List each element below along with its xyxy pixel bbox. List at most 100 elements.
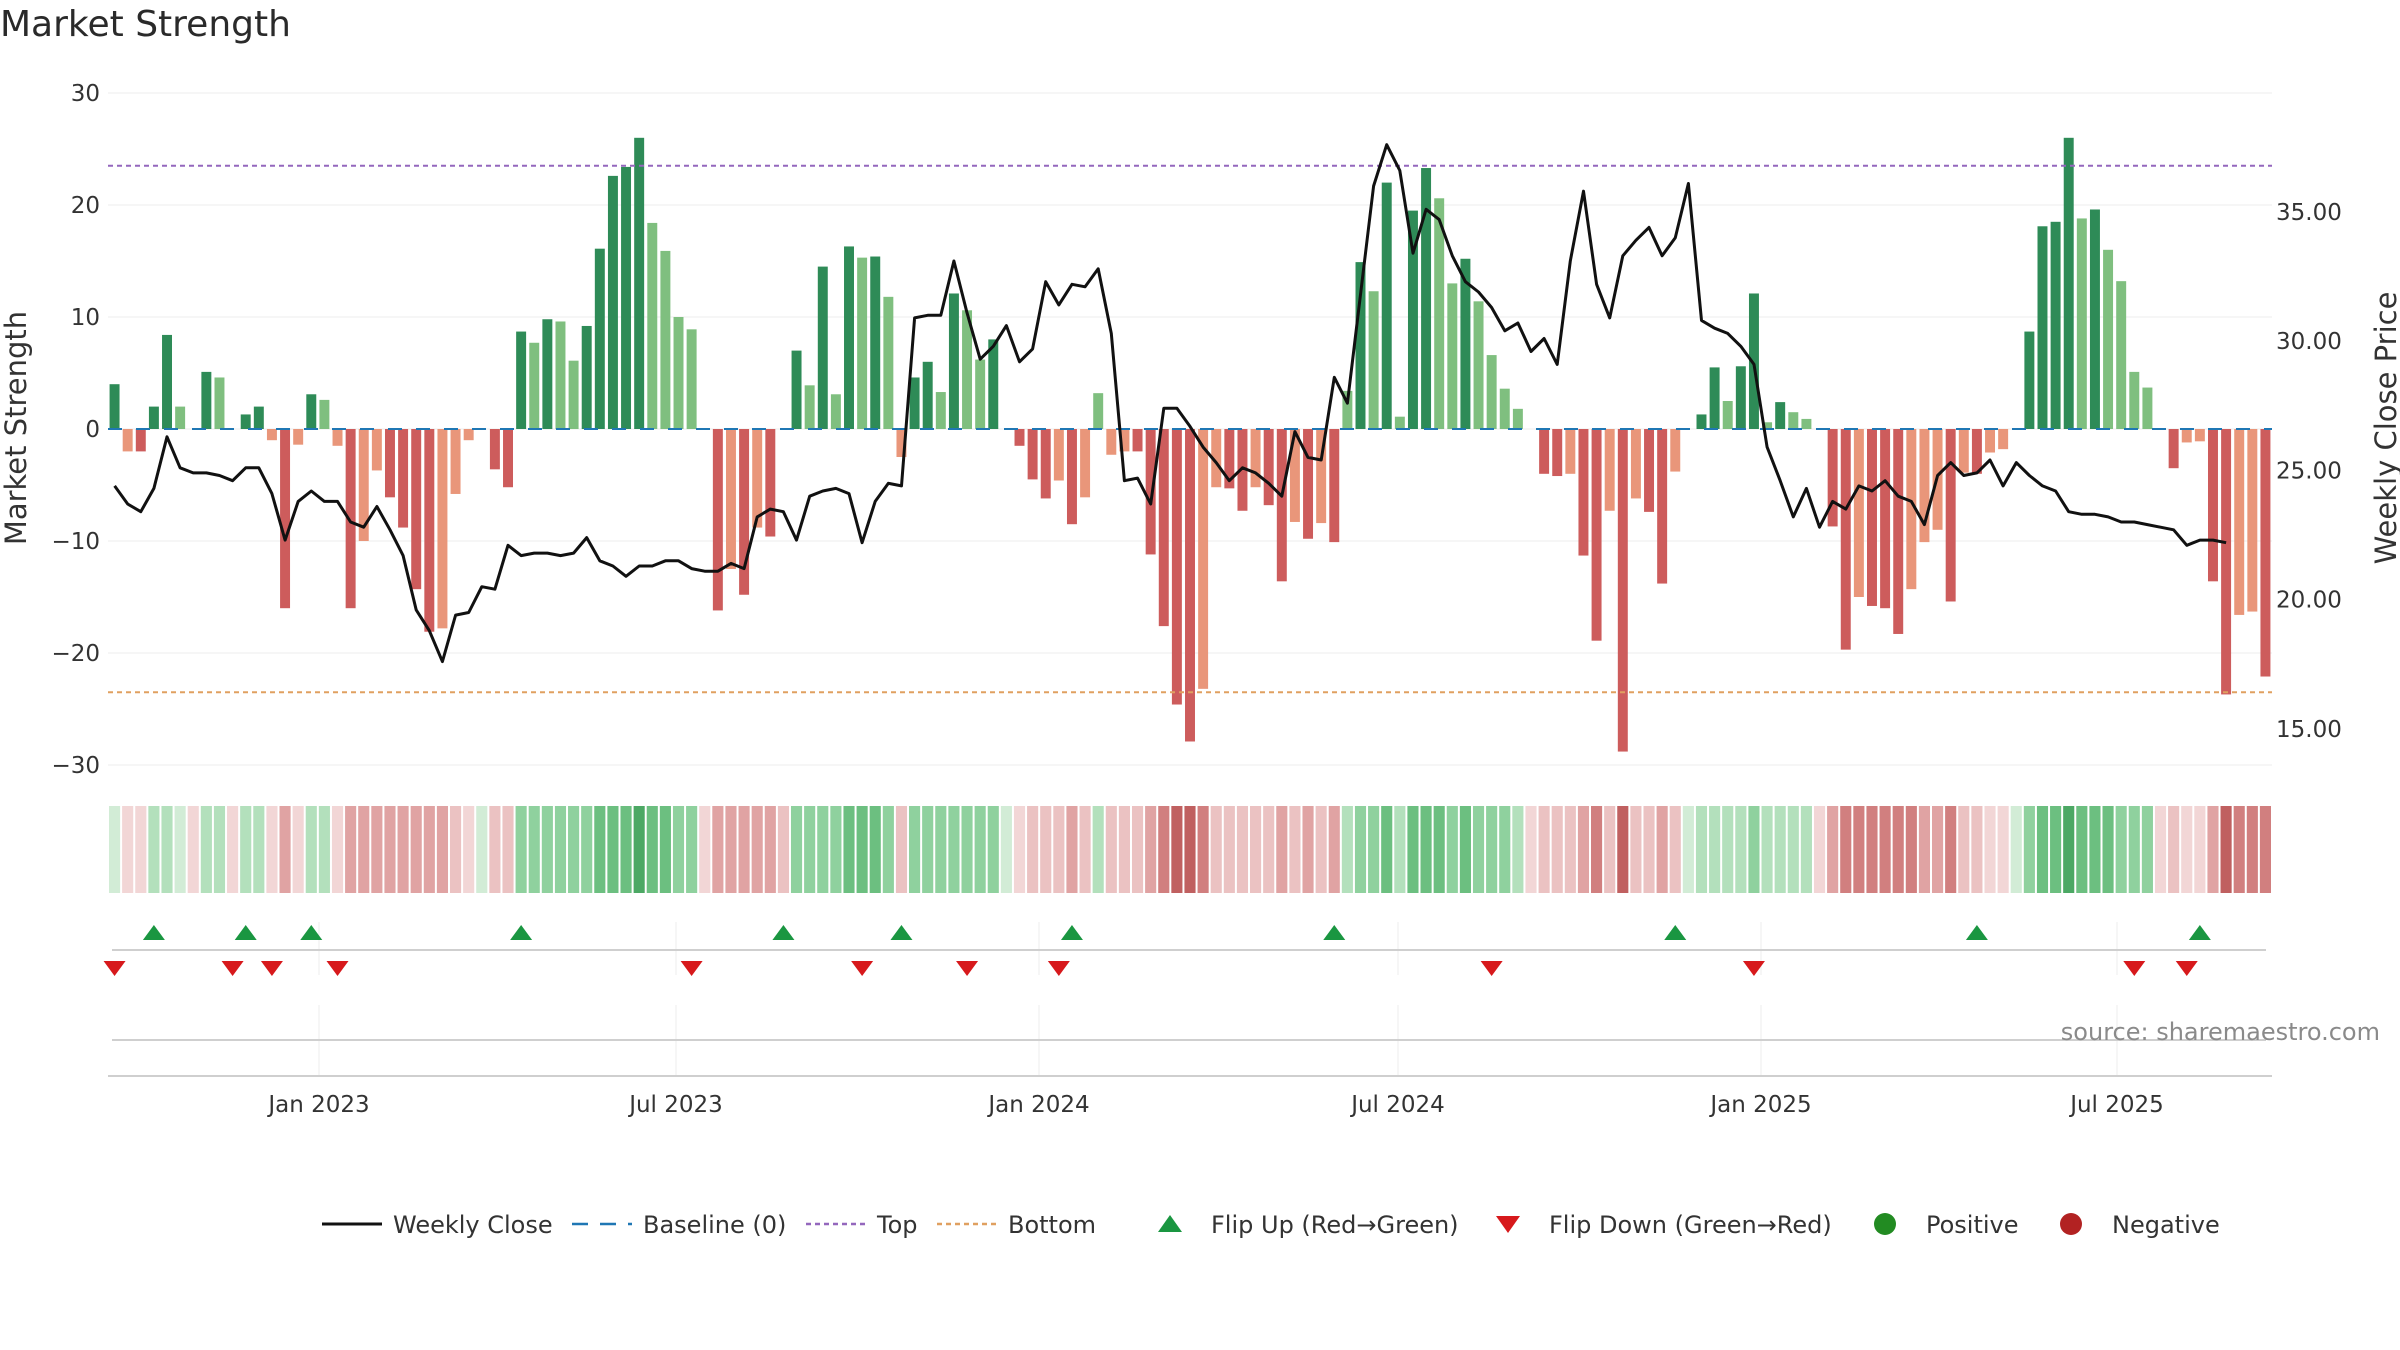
strength-bar	[424, 429, 435, 632]
x-tick-label: Jan 2024	[986, 1092, 1089, 1118]
heat-cell	[1918, 806, 1931, 893]
strength-bar	[1316, 429, 1327, 524]
strength-bar	[1224, 429, 1235, 489]
strength-bar	[1263, 429, 1274, 506]
strength-bar	[319, 399, 330, 429]
heat-cell	[672, 806, 685, 893]
y2-tick-label: 35.00	[2276, 200, 2342, 226]
heat-cell	[1013, 806, 1026, 893]
strength-bar	[1250, 429, 1261, 488]
strength-bar	[1748, 293, 1759, 429]
heat-cell	[2076, 806, 2088, 893]
heat-cell	[2220, 806, 2232, 893]
y2-tick-label: 25.00	[2276, 458, 2342, 484]
strength-bar	[1132, 429, 1143, 452]
strength-bar	[1945, 429, 1956, 602]
strength-bar	[122, 429, 133, 452]
strength-bar	[1329, 429, 1340, 543]
weekly-close-line	[113, 143, 2227, 664]
heat-cell	[1709, 806, 1721, 893]
strength-bar	[1906, 429, 1917, 590]
strength-bar	[660, 250, 671, 429]
strength-bar	[647, 222, 658, 429]
strength-bar	[1709, 367, 1720, 429]
heat-cell	[1302, 806, 1314, 893]
y-tick-label: −20	[51, 641, 100, 667]
strength-bar	[673, 317, 684, 429]
heat-cell	[1394, 806, 1406, 893]
heat-cell	[161, 806, 173, 893]
heat-cell	[2233, 806, 2245, 893]
heat-cell	[738, 806, 750, 893]
strength-bar	[1119, 429, 1130, 452]
heat-cell	[1800, 806, 1812, 893]
strength-bar	[411, 429, 422, 590]
heat-cell	[1499, 806, 1511, 893]
strength-bar	[988, 339, 999, 429]
strength-bar	[1185, 429, 1195, 742]
strength-bar	[1355, 262, 1366, 429]
heat-cell	[148, 806, 160, 893]
strength-bar	[1473, 301, 1484, 429]
heat-cell	[1748, 806, 1760, 893]
strength-bar	[1775, 402, 1786, 429]
heat-cell	[948, 806, 960, 893]
strength-bar	[1735, 366, 1746, 429]
heat-cell	[935, 806, 947, 893]
heat-cell	[1958, 806, 1970, 893]
flip-down-marker	[680, 961, 703, 976]
legend: Weekly Close Baseline (0) Top Bottom Flip Up…	[322, 1211, 2220, 1239]
strength-bar	[1919, 429, 1930, 543]
strength-bar	[1053, 429, 1064, 481]
strength-bar	[1998, 429, 2009, 450]
heat-cell	[371, 806, 383, 893]
strength-bar	[516, 331, 527, 429]
heat-cell	[1827, 806, 1839, 893]
heat-cell	[1381, 806, 1393, 893]
heat-cell	[318, 806, 330, 893]
strength-bar	[1421, 168, 1432, 430]
y2-tick-label: 20.00	[2276, 588, 2342, 614]
strength-bar	[1840, 429, 1851, 650]
strength-bar	[1066, 429, 1077, 525]
heat-cell	[240, 806, 252, 893]
flip-up-marker	[234, 925, 257, 940]
strength-bar	[1958, 429, 1969, 473]
strength-bar	[1145, 429, 1156, 555]
strength-bar	[857, 257, 868, 429]
strength-bar	[2050, 221, 2061, 429]
strength-bar	[975, 359, 986, 429]
heat-cell	[1591, 806, 1603, 893]
strength-bar	[555, 321, 566, 429]
heat-cell	[2181, 806, 2193, 893]
strength-bar	[948, 293, 959, 429]
strength-bar	[1460, 258, 1471, 429]
strength-bar	[384, 429, 395, 498]
heat-cell	[384, 806, 396, 893]
flip-down-marker	[2123, 961, 2146, 976]
strength-bar	[1171, 429, 1182, 705]
strength-bar	[1106, 429, 1117, 455]
heat-cell	[581, 806, 593, 893]
legend-symbol	[1496, 1216, 1520, 1233]
heat-cell	[1000, 806, 1012, 893]
strength-bar	[712, 429, 723, 611]
heat-cell	[1656, 806, 1668, 893]
flip-up-marker	[2188, 925, 2211, 940]
heat-cell	[436, 806, 448, 893]
strength-bar	[1853, 429, 1864, 597]
strength-bar	[1762, 422, 1773, 429]
heat-cell	[305, 806, 317, 893]
heat-cell	[1564, 806, 1576, 893]
heat-cell	[2194, 806, 2206, 893]
strength-bar	[162, 334, 173, 429]
heat-cell	[659, 806, 671, 893]
heat-cell	[1735, 806, 1747, 893]
heat-cell	[1866, 806, 1878, 893]
heat-strip	[109, 806, 2271, 893]
strength-bar	[1368, 291, 1379, 429]
heat-cell	[777, 806, 789, 893]
legend-label: Flip Up (Red→Green)	[1211, 1211, 1459, 1239]
heat-cell	[1813, 806, 1826, 893]
heat-cell	[790, 806, 803, 893]
